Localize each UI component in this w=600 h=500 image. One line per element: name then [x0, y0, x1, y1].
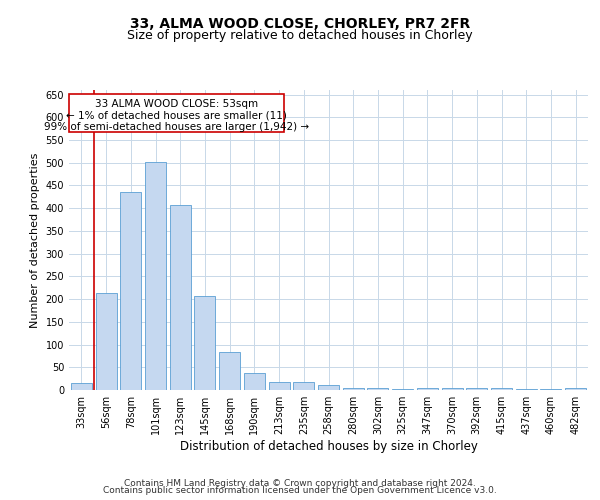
Bar	[318, 385, 339, 390]
Y-axis label: Number of detached properties: Number of detached properties	[30, 152, 40, 328]
FancyBboxPatch shape	[70, 94, 284, 132]
Bar	[71, 383, 92, 390]
Text: ← 1% of detached houses are smaller (11): ← 1% of detached houses are smaller (11)	[67, 110, 287, 120]
Bar	[417, 388, 438, 390]
Text: 99% of semi-detached houses are larger (1,942) →: 99% of semi-detached houses are larger (…	[44, 122, 310, 132]
Bar	[565, 388, 586, 390]
Bar	[466, 388, 487, 390]
X-axis label: Distribution of detached houses by size in Chorley: Distribution of detached houses by size …	[179, 440, 478, 453]
Text: Size of property relative to detached houses in Chorley: Size of property relative to detached ho…	[127, 29, 473, 42]
Text: 33 ALMA WOOD CLOSE: 53sqm: 33 ALMA WOOD CLOSE: 53sqm	[95, 99, 259, 109]
Bar	[516, 388, 537, 390]
Text: 33, ALMA WOOD CLOSE, CHORLEY, PR7 2FR: 33, ALMA WOOD CLOSE, CHORLEY, PR7 2FR	[130, 18, 470, 32]
Bar	[392, 388, 413, 390]
Bar	[244, 372, 265, 390]
Bar	[170, 204, 191, 390]
Bar	[219, 352, 240, 390]
Bar	[293, 382, 314, 390]
Bar	[145, 162, 166, 390]
Bar	[442, 388, 463, 390]
Bar	[343, 388, 364, 390]
Bar	[95, 293, 116, 390]
Bar	[120, 192, 141, 390]
Bar	[194, 296, 215, 390]
Bar	[367, 388, 388, 390]
Bar	[491, 388, 512, 390]
Bar	[541, 388, 562, 390]
Text: Contains HM Land Registry data © Crown copyright and database right 2024.: Contains HM Land Registry data © Crown c…	[124, 478, 476, 488]
Bar	[269, 382, 290, 390]
Text: Contains public sector information licensed under the Open Government Licence v3: Contains public sector information licen…	[103, 486, 497, 495]
